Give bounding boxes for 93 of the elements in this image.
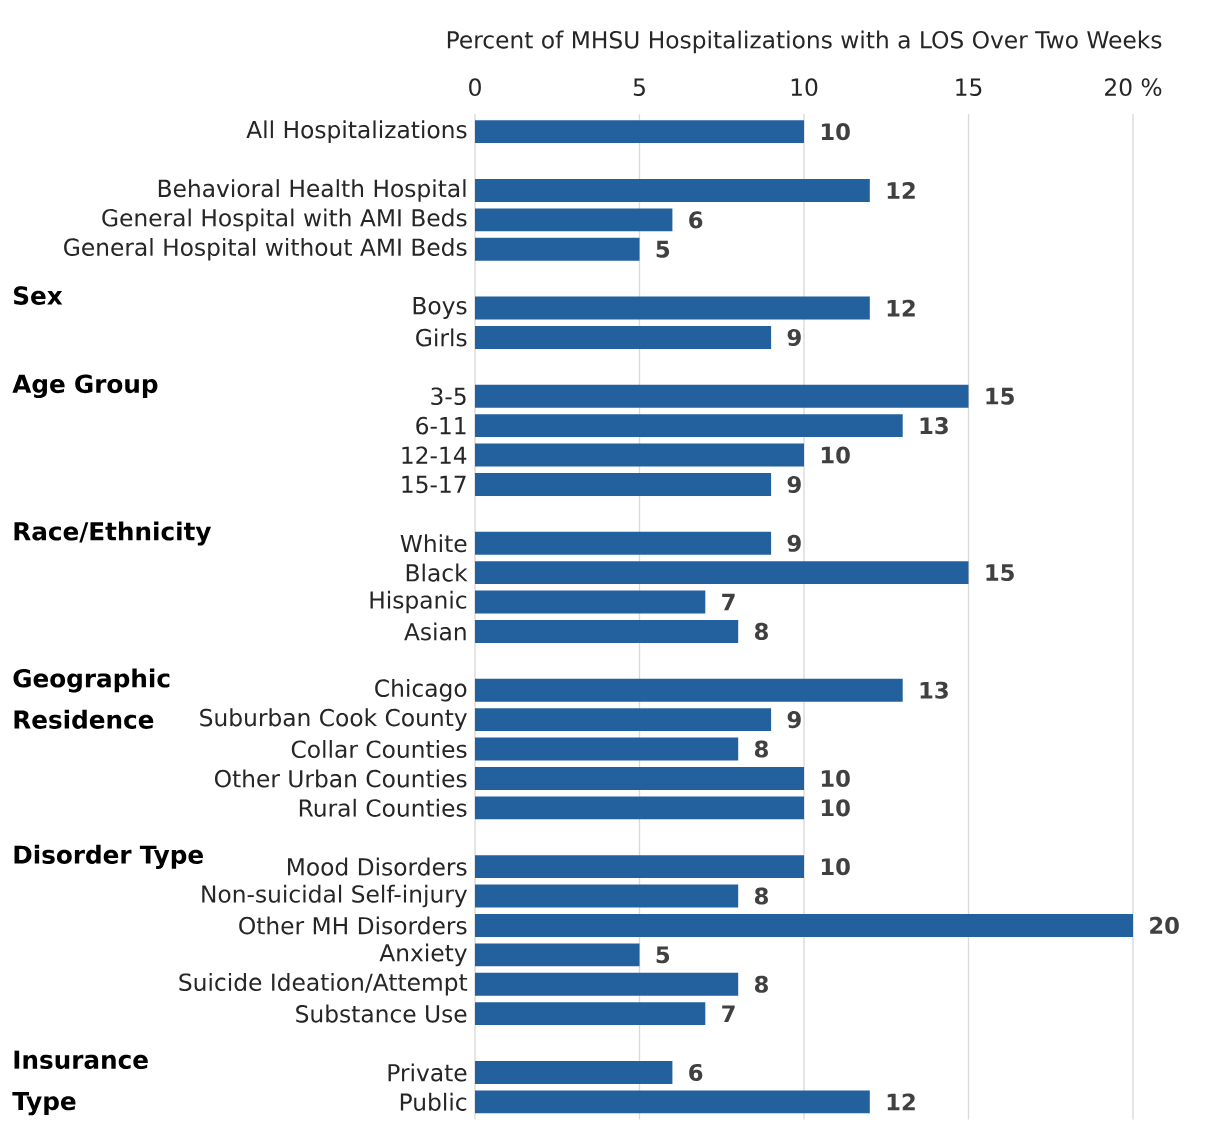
data-label: 15 xyxy=(986,564,1014,582)
bar xyxy=(475,561,969,585)
bar xyxy=(475,472,772,496)
x-tick-label: 15 xyxy=(956,78,982,96)
bar xyxy=(475,1090,870,1114)
data-label: 10 xyxy=(821,123,850,141)
y-tick-label: Public xyxy=(400,1092,467,1111)
data-label: 8 xyxy=(754,740,768,758)
bar xyxy=(475,237,640,261)
data-label: 8 xyxy=(754,887,768,905)
data-label: 13 xyxy=(920,681,948,699)
bar xyxy=(475,913,1133,937)
bar xyxy=(475,972,739,996)
data-label: 12 xyxy=(887,299,915,317)
x-tick-label: 0 xyxy=(469,78,481,96)
data-label: 10 xyxy=(821,769,850,788)
data-label: 9 xyxy=(787,711,801,729)
y-tick-label: 6-11 xyxy=(416,416,466,435)
x-tick-label: 5 xyxy=(633,78,645,96)
y-tick-label: White xyxy=(400,534,467,553)
y-tick-label: Hispanic xyxy=(370,590,467,614)
y-tick-label: Mood Disorders xyxy=(288,857,467,876)
text: Geographic Residence xyxy=(13,668,170,729)
bar xyxy=(475,884,739,908)
data-label: 9 xyxy=(787,475,801,494)
data-label: 10 xyxy=(821,799,850,817)
y-tick-label: Anxiety xyxy=(379,943,467,967)
text: Disorder Type xyxy=(14,844,203,869)
bar xyxy=(475,325,772,349)
y-tick-label: Boys xyxy=(413,297,467,319)
bar xyxy=(475,678,903,702)
data-label: 7 xyxy=(722,593,735,611)
data-label: 8 xyxy=(754,622,768,641)
y-tick-label: Behavioral Health Hospital xyxy=(158,179,466,202)
y-tick-label: Private xyxy=(388,1063,467,1082)
bar xyxy=(475,943,640,967)
data-label: 9 xyxy=(787,534,801,552)
data-label: 12 xyxy=(887,1093,915,1111)
bar xyxy=(475,120,804,144)
data-label: 13 xyxy=(920,417,948,435)
x-tick-label: 10 xyxy=(791,78,818,96)
data-label: 20 xyxy=(1150,916,1179,935)
data-label: 8 xyxy=(754,975,768,993)
y-tick-label: Suburban Cook County xyxy=(200,708,467,731)
y-tick-label: General Hospital without AMI Beds xyxy=(64,237,467,261)
text: Sex xyxy=(14,286,63,305)
x-tick-label: 20 % xyxy=(1105,78,1162,96)
data-label: 5 xyxy=(656,240,670,258)
data-label: 9 xyxy=(787,328,801,346)
bar xyxy=(475,590,706,614)
bar xyxy=(475,443,804,467)
bar xyxy=(475,178,870,202)
text: Insurance Type xyxy=(12,1050,148,1116)
bar xyxy=(475,619,739,643)
y-tick-label: Rural Counties xyxy=(299,798,467,817)
bar xyxy=(475,208,673,232)
bar xyxy=(475,855,804,879)
y-tick-label: 3-5 xyxy=(431,387,466,406)
data-label: 6 xyxy=(689,1063,703,1082)
data-label: 5 xyxy=(656,946,670,964)
bar xyxy=(475,1060,673,1084)
y-tick-label: Non-suicidal Self-injury xyxy=(202,884,468,908)
data-label: 12 xyxy=(887,182,915,199)
y-tick-label: 12-14 xyxy=(402,446,467,464)
bar xyxy=(475,737,739,761)
bar xyxy=(475,384,969,408)
bar xyxy=(475,414,903,438)
bar xyxy=(475,708,772,732)
y-tick-label: Suicide Ideation/Attempt xyxy=(179,972,468,996)
y-tick-label: 15-17 xyxy=(402,475,466,494)
text: Age Group xyxy=(12,374,158,399)
bar xyxy=(475,1002,706,1026)
data-label: 15 xyxy=(986,387,1014,405)
y-tick-label: General Hospital with AMI Beds xyxy=(102,208,467,232)
y-tick-label: Substance Use xyxy=(296,1004,467,1023)
bar xyxy=(475,766,804,790)
data-label: 6 xyxy=(689,211,703,229)
data-label: 10 xyxy=(821,446,850,464)
y-tick-label: Black xyxy=(406,563,468,582)
text: Race/Ethnicity xyxy=(14,521,212,546)
y-tick-label: Girls xyxy=(416,328,467,347)
y-tick-label: All Hospitalizations xyxy=(246,120,467,143)
data-label: 7 xyxy=(722,1005,735,1022)
y-tick-label: Asian xyxy=(404,622,466,641)
bar xyxy=(475,296,870,320)
y-tick-label: Other MH Disorders xyxy=(239,916,467,935)
bar xyxy=(475,531,772,555)
data-label: 10 xyxy=(821,858,850,876)
y-tick-label: Chicago xyxy=(375,678,467,702)
bar xyxy=(475,796,804,820)
y-tick-label: Other Urban Counties xyxy=(215,769,467,788)
y-tick-label: Collar Counties xyxy=(291,740,467,759)
x-axis-title: Percent of MHSU Hospitalizations with a LOS Over Two Weeks xyxy=(447,30,1162,54)
